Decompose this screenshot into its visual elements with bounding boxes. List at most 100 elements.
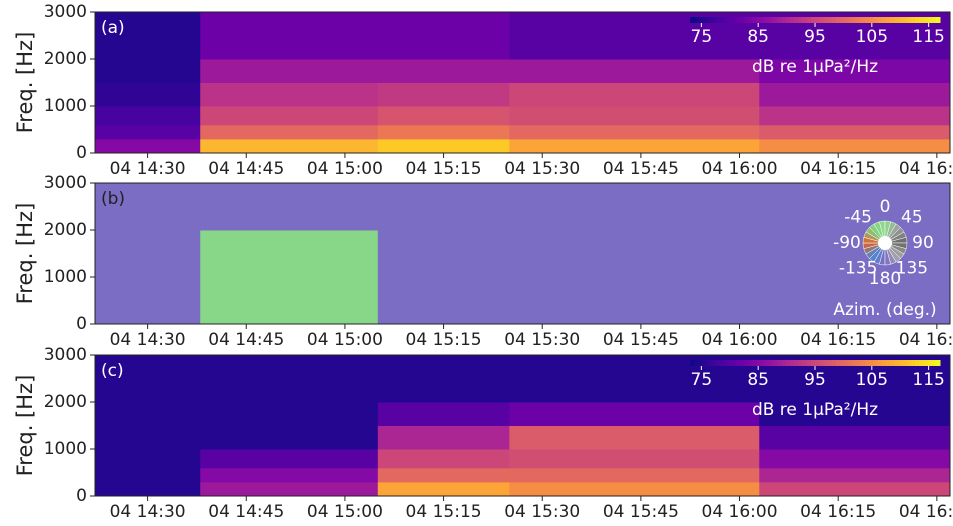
colorbar-segment (877, 360, 883, 366)
colorbar-segment (752, 17, 758, 23)
azimuth-tick-label: 90 (912, 233, 934, 253)
colorbar-segment (806, 360, 812, 366)
azimuth-wheel-center (878, 236, 892, 250)
colorbar-segment (744, 17, 749, 23)
y-axis-label: Freq. [Hz] (13, 203, 37, 305)
colorbar-segment (806, 17, 812, 23)
heatmap-cell (509, 183, 760, 231)
heatmap-cell (200, 138, 379, 154)
colorbar-segment (898, 360, 903, 366)
colorbar-label: dB re 1μPa²/Hz (752, 400, 878, 420)
y-axis-label: Freq. [Hz] (13, 375, 37, 477)
colorbar-segment (898, 17, 903, 23)
colorbar-segment (915, 360, 920, 366)
heatmap-cell (759, 402, 951, 426)
colorbar-segment (794, 17, 799, 23)
colorbar-segment (694, 360, 699, 366)
colorbar-segment (860, 360, 866, 366)
x-tick-label: 04 15:00 (307, 502, 383, 522)
x-tick-label: 04 16:15 (800, 159, 876, 179)
colorbar-segment (827, 17, 833, 23)
heatmap-cell (377, 309, 510, 325)
y-tick-label: 3000 (44, 173, 87, 193)
heatmap-cell (377, 12, 510, 60)
colorbar-segment (690, 360, 695, 366)
colorbar-segment (852, 360, 858, 366)
colorbar-tick-label: 75 (691, 27, 713, 47)
heatmap-cell (377, 82, 510, 107)
colorbar-segment (935, 17, 941, 23)
colorbar-segment (740, 17, 745, 23)
heatmap-cell (759, 449, 951, 469)
azimuth-tick-label: 45 (901, 208, 923, 228)
colorbar-segment (802, 17, 808, 23)
colorbar-segment (744, 360, 749, 366)
colorbar-segment (702, 17, 708, 23)
heatmap-cell (200, 124, 379, 140)
heatmap-cell (95, 124, 201, 140)
colorbar-segment (710, 360, 716, 366)
colorbar-label: Azim. (deg.) (833, 300, 936, 320)
heatmap-cell (509, 309, 760, 325)
heatmap-cell (200, 467, 379, 483)
colorbar-segment (831, 360, 837, 366)
x-tick-label: 04 15:45 (603, 330, 679, 350)
colorbar-segment (723, 17, 728, 23)
plot-frame (94, 11, 951, 154)
heatmap-cell (200, 355, 379, 403)
heatmap-cell (95, 59, 201, 83)
x-tick-label: 04 16:00 (702, 502, 778, 522)
heatmap-cell (759, 295, 951, 311)
colorbar-segment (819, 17, 824, 23)
x-tick-label: 04 15:15 (406, 330, 482, 350)
x-tick-label: 04 14:45 (208, 330, 284, 350)
x-tick-label: 04 15:00 (307, 159, 383, 179)
colorbar-segment (902, 360, 908, 366)
colorbar-segment (756, 17, 762, 23)
heatmap-cell (377, 481, 510, 497)
colorbar-segment (785, 360, 791, 366)
heatmap-cell (377, 467, 510, 483)
azimuth-tick-label: 180 (869, 269, 901, 289)
x-tick-label: 04 14:45 (208, 159, 284, 179)
colorbar-segment (760, 17, 766, 23)
colorbar-segment (856, 360, 862, 366)
heatmap-cell (759, 106, 951, 126)
colorbar-segment (865, 17, 870, 23)
colorbar-segment (885, 360, 891, 366)
colorbar-segment (777, 17, 783, 23)
heatmap-cell (200, 425, 379, 450)
azimuth-tick-label: 0 (880, 197, 891, 217)
y-tick-label: 1000 (44, 267, 87, 287)
heatmap-cell (200, 82, 379, 107)
heatmap-cell (377, 106, 510, 126)
azimuth-tick-label: 135 (896, 258, 928, 278)
colorbar-segment (748, 17, 753, 23)
y-tick-label: 3000 (44, 2, 87, 22)
x-tick-label: 04 15:30 (504, 159, 580, 179)
colorbar-segment (835, 17, 841, 23)
colorbar-segment (844, 17, 849, 23)
colorbar-segment (752, 360, 758, 366)
colorbar-segment (706, 17, 712, 23)
heatmap-cell (95, 481, 201, 497)
y-tick-label: 3000 (44, 345, 87, 365)
colorbar-segment (873, 17, 878, 23)
plot-frame (94, 182, 951, 325)
heatmap-cell (509, 425, 760, 450)
colorbar-segment (698, 360, 703, 366)
colorbar-tick-label: 85 (747, 370, 769, 390)
heatmap-cell (95, 295, 201, 311)
azimuth-tick-label: -90 (833, 233, 861, 253)
heatmap-cell (200, 309, 379, 325)
colorbar-segment (869, 17, 874, 23)
colorbar-segment (690, 17, 695, 23)
colorbar-segment (852, 17, 858, 23)
x-tick-label: 04 16:00 (702, 159, 778, 179)
y-tick-label: 0 (76, 314, 87, 334)
y-tick-label: 0 (76, 143, 87, 163)
colorbar-segment (894, 360, 899, 366)
x-tick-label: 04 14:30 (110, 502, 186, 522)
heatmap-cell (95, 106, 201, 126)
